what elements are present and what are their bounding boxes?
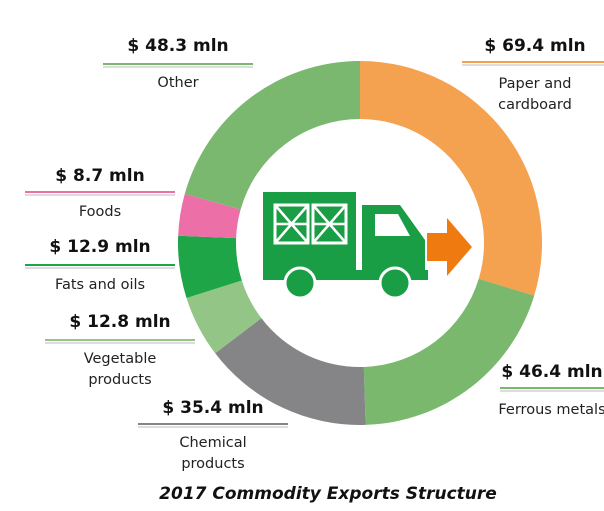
donut-segment bbox=[184, 61, 360, 210]
truck-base bbox=[263, 270, 428, 280]
category-label: Vegetable products bbox=[83, 351, 157, 388]
category-label: Foods bbox=[78, 204, 122, 220]
arrow bbox=[427, 218, 472, 276]
value-label: $ 69.4 mln bbox=[484, 36, 586, 56]
truck-window bbox=[375, 214, 410, 236]
crate-lines bbox=[274, 204, 347, 244]
value-label: $ 12.8 mln bbox=[69, 312, 171, 332]
category-label: Other bbox=[157, 75, 199, 91]
chart-title: 2017 Commodity Exports Structure bbox=[159, 484, 497, 504]
donut-segment bbox=[186, 280, 262, 354]
donut-segment bbox=[360, 61, 543, 296]
category-label: Chemical products bbox=[179, 435, 247, 472]
category-label: Fats and oils bbox=[54, 277, 146, 293]
category-label: Paper and cardboard bbox=[498, 76, 572, 113]
value-label: $ 12.9 mln bbox=[49, 237, 151, 257]
truck-icon bbox=[263, 192, 472, 300]
value-label: $ 46.4 mln bbox=[501, 362, 603, 382]
wheel bbox=[378, 266, 412, 300]
value-label: $ 35.4 mln bbox=[162, 398, 264, 418]
donut-segment bbox=[178, 193, 241, 239]
donut-segment bbox=[363, 278, 535, 425]
wheel bbox=[283, 266, 317, 300]
value-label: $ 8.7 mln bbox=[55, 166, 145, 186]
value-label: $ 48.3 mln bbox=[127, 36, 229, 56]
donut-segment bbox=[178, 235, 242, 298]
donut bbox=[178, 61, 543, 425]
donut-segment bbox=[215, 318, 366, 425]
category-label: Ferrous metals bbox=[498, 402, 604, 418]
